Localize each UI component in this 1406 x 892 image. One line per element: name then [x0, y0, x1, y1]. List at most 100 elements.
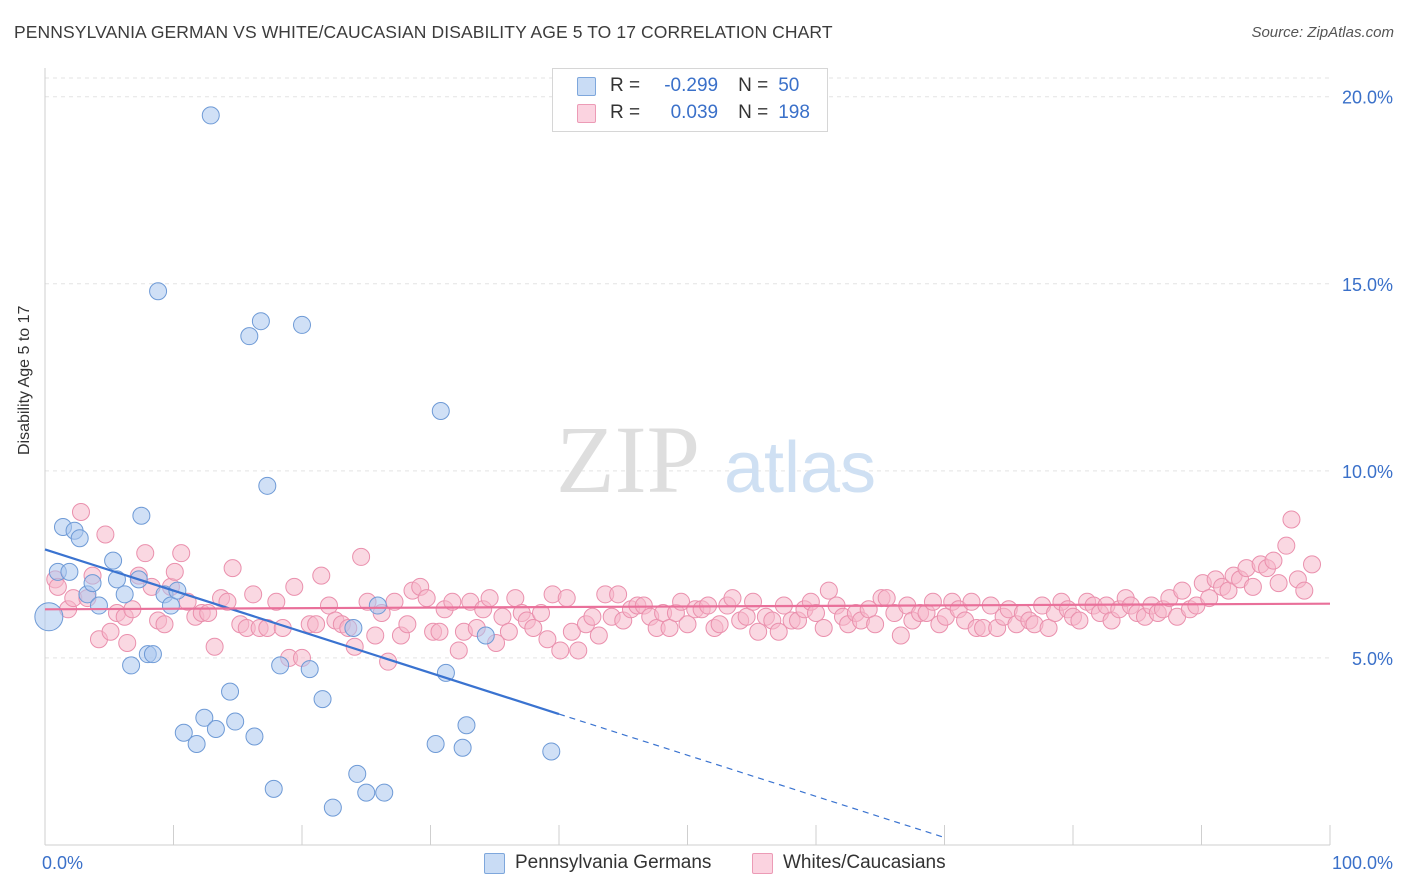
legend-swatch-pink	[577, 103, 596, 123]
point-whites-caucasians	[1173, 581, 1192, 600]
point-whites-caucasians	[1269, 574, 1288, 593]
watermark: ZIP atlas	[556, 406, 876, 513]
y-axis-label: Disability Age 5 to 17	[16, 305, 33, 455]
point-pennsylvania-germans	[348, 764, 367, 783]
point-whites-caucasians	[398, 615, 417, 634]
point-whites-caucasians	[267, 592, 286, 611]
point-pennsylvania-germans	[201, 106, 220, 125]
point-whites-caucasians	[155, 615, 174, 634]
point-whites-caucasians	[1282, 510, 1301, 529]
point-whites-caucasians	[493, 607, 512, 626]
point-whites-caucasians	[891, 626, 910, 645]
point-whites-caucasians	[101, 622, 120, 641]
y-tick-label: 10.0%	[1342, 462, 1393, 482]
n-label: N =	[738, 102, 769, 123]
point-pennsylvania-germans	[60, 562, 79, 581]
trend-lines	[44, 548, 1331, 839]
point-whites-caucasians	[660, 618, 679, 637]
stats-row-pennsylvania-germans: R = -0.299 N = 50	[577, 74, 799, 98]
n-label: N =	[738, 75, 769, 96]
point-pennsylvania-germans	[149, 282, 168, 301]
r-value: 0.039	[670, 102, 719, 123]
point-whites-caucasians	[199, 604, 218, 623]
point-whites-caucasians	[165, 562, 184, 581]
point-pennsylvania-germans	[83, 574, 102, 593]
point-whites-caucasians	[583, 607, 602, 626]
point-whites-caucasians	[807, 604, 825, 623]
point-pennsylvania-germans	[206, 720, 225, 739]
point-pennsylvania-germans	[264, 779, 283, 798]
point-whites-caucasians	[814, 618, 833, 637]
point-whites-caucasians	[1264, 551, 1283, 570]
point-pennsylvania-germans	[143, 645, 162, 664]
point-whites-caucasians	[1303, 555, 1322, 574]
point-pennsylvania-germans	[375, 783, 394, 802]
y-tick-label: 20.0%	[1342, 88, 1393, 108]
point-whites-caucasians	[417, 589, 436, 608]
point-whites-caucasians	[499, 622, 518, 641]
r-label: R =	[610, 102, 641, 123]
point-pennsylvania-germans	[107, 570, 126, 589]
point-pennsylvania-germans	[34, 602, 64, 632]
point-whites-caucasians	[430, 622, 449, 641]
point-pennsylvania-germans	[174, 723, 193, 742]
point-whites-caucasians	[48, 577, 67, 596]
axes	[44, 68, 1331, 846]
point-whites-caucasians	[569, 641, 588, 660]
point-whites-caucasians	[307, 615, 326, 634]
point-whites-caucasians	[744, 592, 763, 611]
trend-line-whites-caucasians	[44, 602, 1331, 611]
x-tick-label-min: 0.0%	[42, 853, 83, 873]
point-whites-caucasians	[366, 626, 385, 645]
point-whites-caucasians	[532, 604, 551, 623]
point-pennsylvania-germans	[240, 327, 259, 346]
point-pennsylvania-germans	[161, 596, 180, 615]
point-pennsylvania-germans	[221, 682, 240, 701]
trend-line-pennsylvania-germans	[44, 548, 560, 716]
point-pennsylvania-germans	[195, 708, 214, 727]
point-pennsylvania-germans	[476, 626, 495, 645]
point-whites-caucasians	[589, 626, 608, 645]
point-pennsylvania-germans	[89, 596, 108, 615]
watermark-zip: ZIP	[556, 406, 700, 513]
point-pennsylvania-germans	[300, 660, 319, 679]
point-pennsylvania-germans	[293, 315, 311, 334]
point-pennsylvania-germans	[431, 401, 450, 420]
point-whites-caucasians	[223, 559, 242, 578]
point-whites-caucasians	[923, 592, 942, 611]
stats-row-whites-caucasians: R = 0.039 N = 198	[577, 101, 810, 125]
point-pennsylvania-germans	[426, 734, 445, 753]
trend-line-pennsylvania-germans-extension	[558, 713, 945, 839]
point-whites-caucasians	[1039, 618, 1058, 637]
y-tick-label: 5.0%	[1352, 649, 1393, 669]
point-pennsylvania-germans	[344, 618, 363, 637]
point-whites-caucasians	[1070, 611, 1089, 630]
legend-item-pennsylvania-germans: Pennsylvania Germans	[484, 852, 711, 874]
legend-label: Pennsylvania Germans	[515, 852, 712, 873]
point-pennsylvania-germans	[187, 734, 206, 753]
legend-swatch-blue	[577, 76, 596, 96]
legend-item-whites-caucasians: Whites/Caucasians	[752, 852, 946, 874]
stats-legend: R = -0.299 N = 50 R = 0.039 N = 198	[552, 68, 828, 132]
point-pennsylvania-germans	[104, 551, 123, 570]
point-pennsylvania-germans	[251, 312, 270, 331]
legend-label: Whites/Caucasians	[783, 852, 946, 873]
point-pennsylvania-germans	[70, 529, 89, 548]
point-pennsylvania-germans	[245, 727, 264, 746]
point-whites-caucasians	[449, 641, 468, 660]
point-whites-caucasians	[962, 592, 981, 611]
series-pennsylvania-germans	[34, 106, 561, 817]
point-pennsylvania-germans	[271, 656, 290, 675]
point-whites-caucasians	[1277, 536, 1296, 555]
series-legend: Pennsylvania Germans Whites/Caucasians	[0, 852, 1406, 878]
point-pennsylvania-germans	[323, 798, 342, 817]
point-whites-caucasians	[562, 622, 581, 641]
point-pennsylvania-germans	[258, 476, 277, 495]
point-whites-caucasians	[749, 622, 768, 641]
chart-source: Source: ZipAtlas.com	[1251, 24, 1394, 41]
point-whites-caucasians	[118, 633, 137, 652]
point-whites-caucasians	[819, 581, 838, 600]
point-whites-caucasians	[737, 607, 756, 626]
point-pennsylvania-germans	[168, 581, 187, 600]
